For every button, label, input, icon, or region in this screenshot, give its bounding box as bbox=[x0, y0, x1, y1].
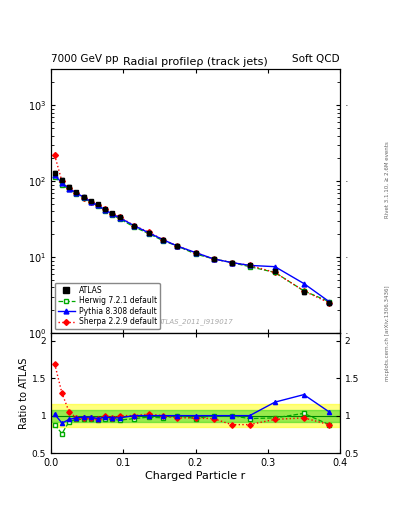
Text: mcplots.cern.ch [arXiv:1306.3436]: mcplots.cern.ch [arXiv:1306.3436] bbox=[385, 285, 389, 380]
Bar bbox=[51, 404, 340, 427]
Text: Rivet 3.1.10, ≥ 2.6M events: Rivet 3.1.10, ≥ 2.6M events bbox=[385, 141, 389, 218]
Bar bbox=[51, 410, 340, 421]
Text: Soft QCD: Soft QCD bbox=[292, 54, 340, 64]
Text: ATLAS_2011_I919017: ATLAS_2011_I919017 bbox=[158, 318, 233, 325]
Legend: ATLAS, Herwig 7.2.1 default, Pythia 8.308 default, Sherpa 2.2.9 default: ATLAS, Herwig 7.2.1 default, Pythia 8.30… bbox=[55, 283, 160, 329]
X-axis label: Charged Particle r: Charged Particle r bbox=[145, 471, 246, 481]
Y-axis label: Ratio to ATLAS: Ratio to ATLAS bbox=[19, 357, 29, 429]
Text: 7000 GeV pp: 7000 GeV pp bbox=[51, 54, 119, 64]
Title: Radial profileρ (track jets): Radial profileρ (track jets) bbox=[123, 57, 268, 67]
